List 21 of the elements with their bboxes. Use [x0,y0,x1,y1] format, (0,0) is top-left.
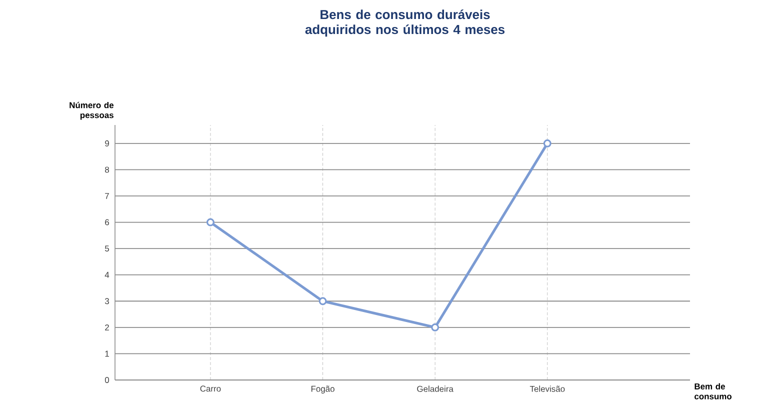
y-tick-label: 8 [105,166,109,173]
y-tick-label: 7 [105,193,109,199]
y-tick-label: 6 [105,219,109,226]
point [206,218,214,226]
y-tick-label: 5 [104,246,110,252]
y-tick-label: 2 [105,324,109,330]
x-tick-label: Geladeira [417,386,454,392]
x-tick-label: Televisão [530,386,565,392]
chart-title: Bens de consumo duráveis adquiridos nos últimos 4 meses [305,10,505,37]
y-tick-label: 4 [104,272,110,278]
y-tick-label: 9 [105,140,109,146]
point [543,139,552,148]
point [318,297,327,306]
x-axis-title: Bem de consumo [694,383,732,400]
y-tick-label: 0 [104,377,110,383]
y-tick-label: 1 [105,350,109,357]
point [431,323,440,332]
x-tick-label: Carro [200,386,221,392]
y-axis-title: Número de pessoas [70,102,114,120]
y-tick-label: 3 [104,298,109,304]
x-tick-label: Fogão [311,386,334,394]
